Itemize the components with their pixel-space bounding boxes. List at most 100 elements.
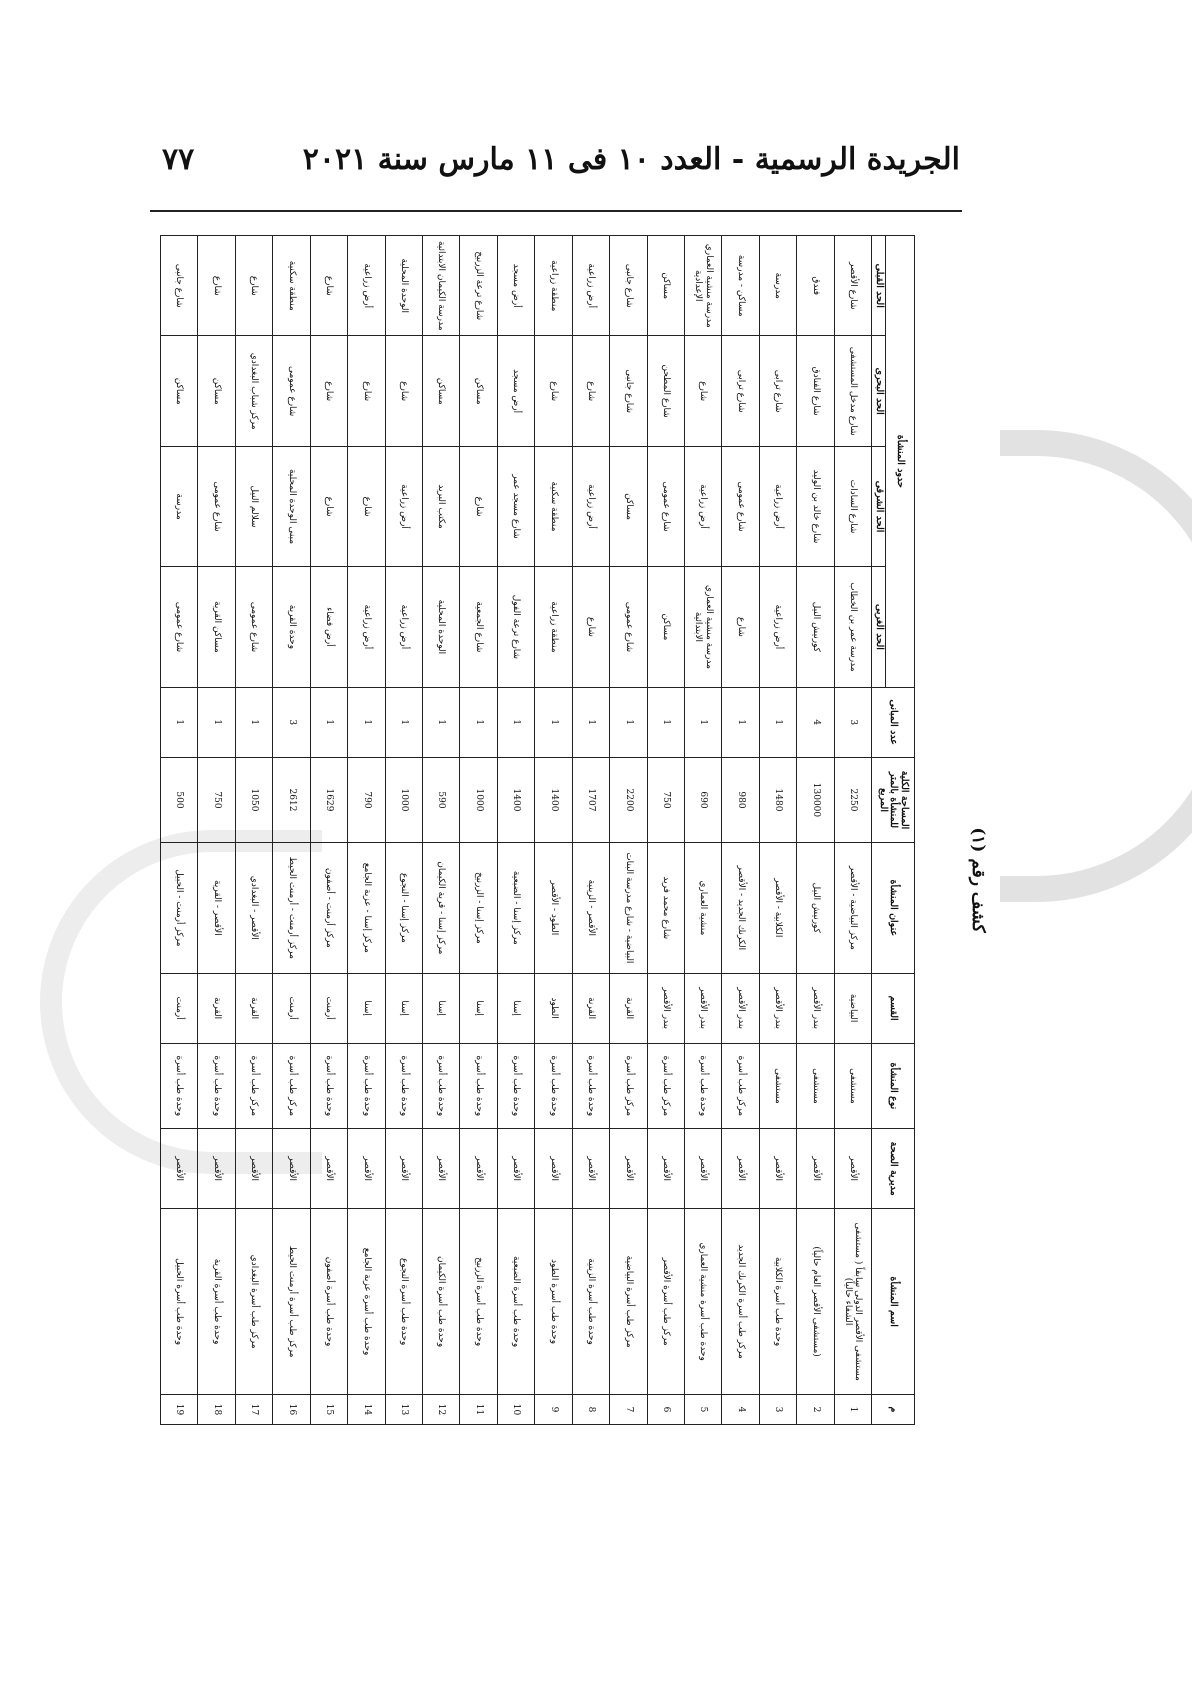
cell-index: 17 xyxy=(235,1394,273,1425)
cell-name: وحدة طب أسرة منشية العماري xyxy=(684,1208,722,1395)
table-row: 9 وحدة طب أسرة الطود الأقصر وحدة طب أسرة الط… xyxy=(534,235,573,1425)
cell-area: 2200 xyxy=(609,757,648,843)
cell-buildings: 3 xyxy=(834,687,872,758)
cell-south: منطقة زراعية xyxy=(534,235,573,336)
cell-area: 130000 xyxy=(796,757,835,843)
cell-area: 2612 xyxy=(272,757,311,843)
cell-index: 11 xyxy=(459,1394,498,1425)
cell-index: 19 xyxy=(160,1394,198,1425)
cell-buildings: 1 xyxy=(422,687,460,758)
cell-south: شارع الأقصر xyxy=(834,235,872,336)
cell-directorate: الأقصر xyxy=(235,1128,273,1209)
cell-type: وحدة طب أسرة xyxy=(310,1043,348,1129)
cell-district: إسنا xyxy=(459,973,498,1044)
cell-index: 10 xyxy=(497,1394,535,1425)
cell-name: مركز طب أسرة الأقصر xyxy=(647,1208,685,1395)
col-district: القسم xyxy=(871,973,915,1044)
cell-district: القرنة xyxy=(572,973,610,1044)
cell-east: شارع خالد بن الوليد xyxy=(796,446,835,567)
cell-type: وحدة طب أسرة xyxy=(385,1043,423,1129)
cell-directorate: الأقصر xyxy=(796,1128,835,1209)
cell-address: الأقصر - البغدادي xyxy=(235,842,273,974)
page-header: الجريدة الرسمية - العدد ١٠ فى ١١ مارس سن… xyxy=(150,138,960,188)
cell-address: مركز أرمنت - أصفون xyxy=(310,842,348,974)
cell-name: وحدة طب أسرة الحبيل xyxy=(160,1208,198,1395)
cell-buildings: 1 xyxy=(160,687,198,758)
cell-type: مركز طب أسرة xyxy=(609,1043,648,1129)
cell-buildings: 1 xyxy=(647,687,685,758)
cell-south: مساكن - مدرسة xyxy=(721,235,760,336)
cell-buildings: 1 xyxy=(721,687,760,758)
cell-south: مدرسة الكيمان الابتدائية xyxy=(422,235,460,336)
cell-north: مساكن xyxy=(160,335,198,447)
cell-west: شارع ترعة الفول xyxy=(497,566,535,688)
cell-address: مركز أرمنت - الحبيل xyxy=(160,842,198,974)
cell-name: مركز طب أسرة الكرنك الجديد xyxy=(721,1208,760,1395)
table-row: 15 وحدة طب أسرة أصفون الأقصر وحدة طب أسرة أر… xyxy=(310,235,348,1425)
cell-district: القرنة xyxy=(235,973,273,1044)
cell-east: شارع xyxy=(459,446,498,567)
cell-west: شارع عمومى xyxy=(609,566,648,688)
cell-address: منشية العماري xyxy=(684,842,722,974)
cell-east: مساكن xyxy=(609,446,648,567)
cell-east: شارع عمومى xyxy=(197,446,236,567)
cell-index: 18 xyxy=(197,1394,236,1425)
cell-area: 590 xyxy=(422,757,460,843)
sheet-title: كشف رقم (١) xyxy=(968,827,988,933)
cell-name: وحدة طب أسرة الطود xyxy=(534,1208,573,1395)
cell-district: أرمنت xyxy=(272,973,311,1044)
cell-buildings: 1 xyxy=(684,687,722,758)
cell-type: وحدة طب أسرة xyxy=(497,1043,535,1129)
table-row: 13 وحدة طب أسرة النجوع الأقصر وحدة طب أسرة إ… xyxy=(385,235,423,1425)
cell-west: مدرسة عمر بن الخطاب xyxy=(834,566,872,688)
cell-north: شارع xyxy=(347,335,386,447)
watermark-logo xyxy=(1000,430,1192,902)
cell-directorate: الأقصر xyxy=(534,1128,573,1209)
cell-type: وحدة طب أسرة xyxy=(422,1043,460,1129)
cell-type: مركز طب أسرة xyxy=(721,1043,760,1129)
cell-address: مركز إسنا - النجوع xyxy=(385,842,423,974)
cell-directorate: الأقصر xyxy=(497,1128,535,1209)
cell-area: 1480 xyxy=(759,757,797,843)
cell-address: الكلابية - الأقصر xyxy=(759,842,797,974)
cell-area: 980 xyxy=(721,757,760,843)
cell-index: 7 xyxy=(609,1394,648,1425)
cell-district: القرنة xyxy=(609,973,648,1044)
cell-directorate: الأقصر xyxy=(834,1128,872,1209)
cell-area: 1629 xyxy=(310,757,348,843)
col-area: المساحة الكلية للمنشأة بالمتر المربع xyxy=(871,757,915,843)
cell-name: مركز طب أسرة البغدادي xyxy=(235,1208,273,1395)
cell-buildings: 4 xyxy=(796,687,835,758)
cell-south: مدرسة منشية العماري الإعدادية xyxy=(684,235,722,336)
col-directorate: مديرية الصحة xyxy=(871,1128,915,1209)
cell-buildings: 3 xyxy=(272,687,311,758)
cell-type: وحدة طب أسرة xyxy=(459,1043,498,1129)
cell-area: 1400 xyxy=(534,757,573,843)
cell-address: شارع محمد فريد xyxy=(647,842,685,974)
cell-east: شارع مسجد عمر xyxy=(497,446,535,567)
cell-address: الأقصر - القرية xyxy=(197,842,236,974)
cell-west: منطقة زراعية xyxy=(534,566,573,688)
cell-buildings: 1 xyxy=(347,687,386,758)
cell-index: 14 xyxy=(347,1394,386,1425)
cell-south: الوحدة المحلية xyxy=(385,235,423,336)
col-boundaries: حدود المنشأة xyxy=(885,235,915,688)
cell-address: البياضية - شارع مدرسة البنات xyxy=(609,842,648,974)
cell-west: وحدة القرية xyxy=(272,566,311,688)
cell-east: مبنى الوحدة المحلية xyxy=(272,446,311,567)
cell-directorate: الأقصر xyxy=(572,1128,610,1209)
cell-name: مركز طب أسرة البياضية xyxy=(609,1208,648,1395)
cell-district: إسنا xyxy=(385,973,423,1044)
cell-east: أرض زراعية xyxy=(572,446,610,567)
cell-type: مركز طب أسرة xyxy=(235,1043,273,1129)
cell-buildings: 1 xyxy=(459,687,498,758)
cell-east: أرض زراعية xyxy=(684,446,722,567)
cell-buildings: 1 xyxy=(197,687,236,758)
cell-west: شارع xyxy=(572,566,610,688)
cell-north: مساكن xyxy=(422,335,460,447)
cell-east: سلالم النيل xyxy=(235,446,273,567)
table-row: 2 (مستشفى الأقصر العام حالياً) الأقصر مستشف… xyxy=(796,235,835,1425)
cell-type: مركز طب أسرة xyxy=(272,1043,311,1129)
cell-address: الطود - الأقصر xyxy=(534,842,573,974)
cell-directorate: الأقصر xyxy=(160,1128,198,1209)
